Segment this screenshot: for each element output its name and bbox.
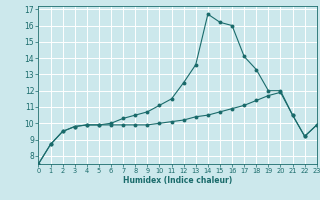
X-axis label: Humidex (Indice chaleur): Humidex (Indice chaleur) [123,176,232,185]
